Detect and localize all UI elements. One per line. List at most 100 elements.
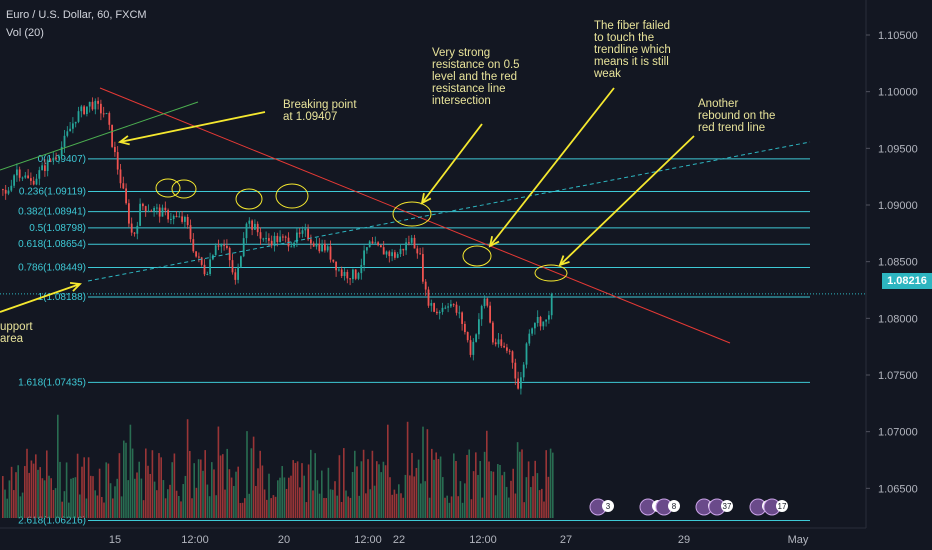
volume-bar: [266, 499, 268, 518]
candle-body: [324, 243, 326, 251]
x-tick-label: 12:00: [354, 534, 382, 546]
volume-bar: [138, 461, 140, 518]
volume-bar: [453, 453, 455, 518]
candle-body: [461, 312, 463, 324]
candle-body: [172, 215, 175, 220]
candle-body: [360, 265, 363, 274]
candle-body: [156, 207, 158, 209]
volume-bar: [114, 486, 116, 518]
volume-bar: [422, 426, 424, 518]
volume-bar: [369, 489, 371, 518]
event-count-badge[interactable]: [776, 500, 788, 512]
volume-bar: [173, 453, 176, 518]
volume-bar: [307, 464, 310, 518]
candle-body: [475, 334, 477, 342]
candle-body: [119, 169, 122, 184]
volume-bar: [4, 489, 6, 518]
volume-bar: [508, 497, 510, 518]
volume-bar: [442, 477, 444, 518]
event-count-badge[interactable]: [668, 500, 680, 512]
volume-bar: [21, 492, 24, 518]
x-tick-label: 22: [393, 534, 405, 546]
volume-bar: [76, 453, 79, 518]
volume-bar: [532, 476, 534, 518]
candle-body: [352, 269, 354, 280]
volume-bar: [356, 466, 358, 518]
volume-bar: [96, 495, 99, 518]
volume-bar: [426, 429, 429, 518]
volume-bar: [215, 495, 217, 518]
y-tick-label: 1.06500: [878, 483, 918, 495]
volume-bar: [116, 478, 118, 518]
candle-body: [332, 259, 335, 262]
candle-body: [86, 106, 88, 115]
candle-body: [472, 341, 475, 355]
volume-bar: [37, 469, 39, 518]
arrow-head: [117, 135, 130, 146]
highlight-ellipse: [534, 264, 568, 282]
candle-body: [226, 245, 228, 248]
candle-body: [469, 340, 472, 355]
volume-bar: [235, 471, 237, 518]
volume-bar: [134, 478, 136, 518]
candle-body: [158, 207, 161, 217]
volume-bar: [490, 471, 492, 518]
volume-bar: [211, 462, 213, 518]
volume-bar: [488, 461, 490, 518]
volume-bar: [125, 442, 127, 518]
volume-bar: [285, 488, 288, 518]
x-tick-label: 12:00: [469, 534, 497, 546]
candle-body: [391, 252, 393, 257]
candle-body: [136, 225, 139, 234]
candle-body: [254, 223, 256, 230]
volume-bar: [268, 473, 270, 518]
volume-bar: [415, 467, 418, 518]
volume-bar: [120, 496, 123, 518]
volume-bar: [228, 469, 231, 518]
volume-bar: [380, 472, 382, 518]
volume-bar: [466, 454, 468, 518]
candle-body: [542, 321, 545, 327]
volume-bar: [167, 489, 169, 518]
volume-bar: [516, 442, 519, 518]
event-count-badge[interactable]: [721, 500, 733, 512]
volume-bar: [305, 502, 308, 518]
event-count-badge[interactable]: [602, 500, 614, 512]
volume-bar: [182, 484, 184, 518]
candle-body: [214, 245, 217, 256]
volume-bar: [109, 483, 112, 518]
candle-body: [184, 217, 186, 222]
candle-body: [531, 328, 533, 334]
volume-bar: [543, 501, 545, 518]
volume-bar: [39, 467, 41, 518]
volume-bar: [497, 464, 499, 518]
volume-bar: [360, 461, 363, 518]
candle-body: [399, 248, 402, 255]
candle-body: [55, 157, 57, 159]
candle-body: [416, 248, 419, 254]
candle-body: [170, 219, 172, 221]
candle-body: [371, 241, 374, 244]
volume-bar: [334, 481, 336, 518]
volume-bar: [541, 488, 543, 518]
event-count-label: 8: [672, 502, 677, 511]
volume-bar: [354, 450, 356, 518]
volume-bar: [217, 426, 220, 518]
candle-body: [293, 242, 295, 247]
volume-bar: [202, 470, 204, 518]
volume-bar: [475, 452, 477, 518]
volume-indicator-label: Vol (20): [6, 27, 44, 39]
volume-bar: [409, 475, 411, 518]
volume-bar: [270, 498, 272, 518]
candle-body: [478, 319, 480, 335]
volume-bar: [129, 424, 132, 518]
volume-bar: [398, 484, 400, 518]
volume-bar: [153, 481, 156, 518]
volume-bar: [343, 448, 345, 518]
volume-bar: [15, 472, 17, 518]
volume-bar: [288, 477, 290, 518]
candle-body: [192, 239, 195, 252]
candle-body: [262, 238, 265, 240]
candle-body: [231, 260, 234, 273]
